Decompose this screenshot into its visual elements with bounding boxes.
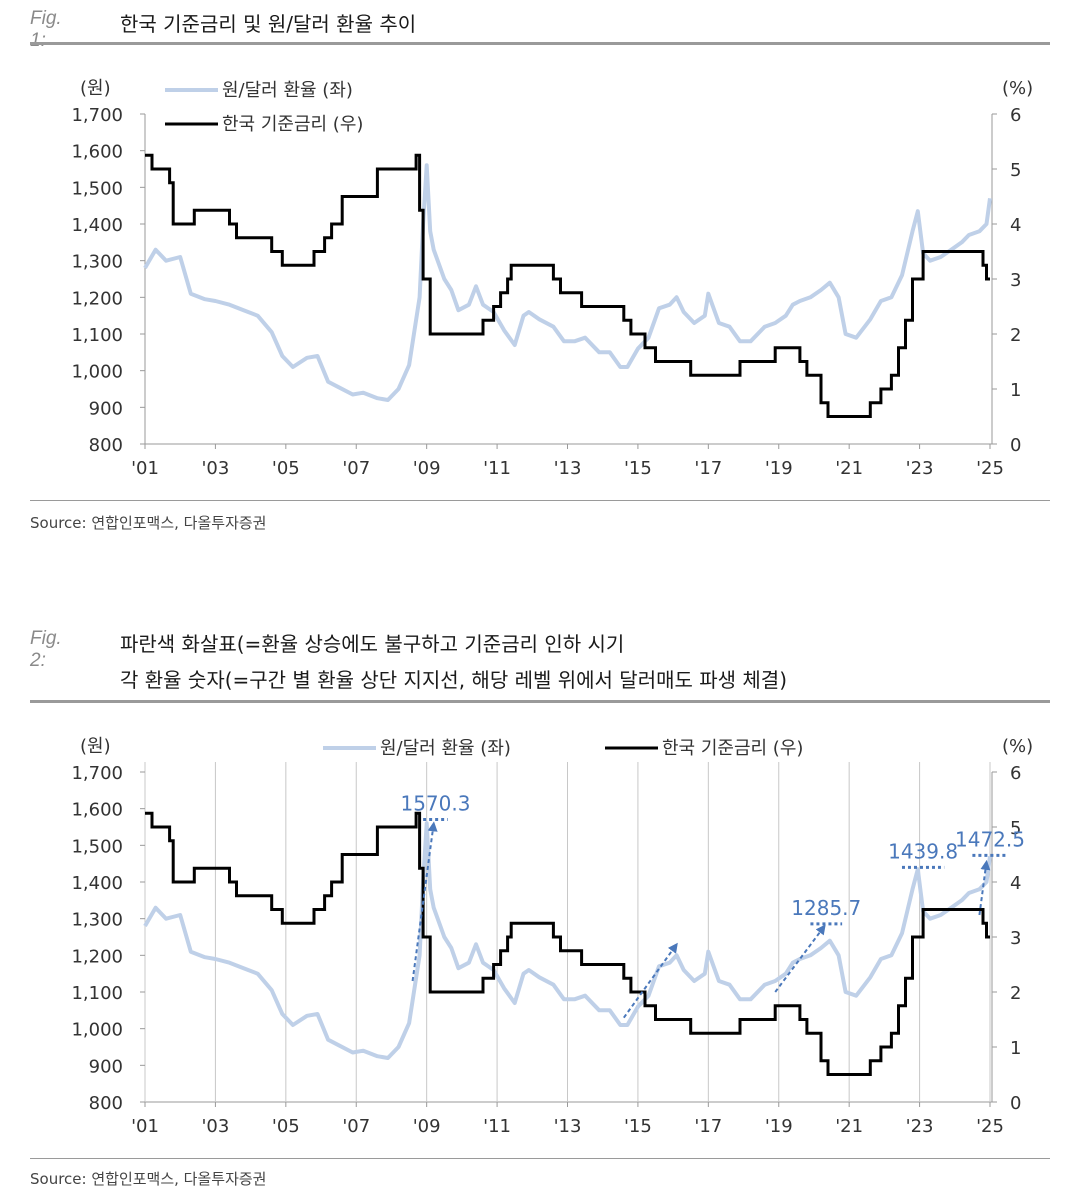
left-tick-label: 1,000 — [71, 1020, 123, 1041]
x-tick-label: '17 — [694, 1116, 722, 1137]
right-tick-label: 6 — [1010, 763, 1021, 784]
fig1-source: Source: 연합인포맥스, 다올투자증권 — [30, 514, 267, 532]
fx-rate-series-line — [143, 821, 992, 1060]
fig2-title-line1: 파란색 화살표(=환율 상승에도 불구하고 기준금리 인하 시기 — [120, 632, 625, 656]
fig2-bottom-rule — [30, 1158, 1050, 1159]
left-tick-label: 1,400 — [71, 215, 123, 236]
left-tick-label: 900 — [89, 398, 123, 419]
fig2-top-rule — [30, 700, 1050, 703]
fig1-title: 한국 기준금리 및 원/달러 환율 추이 — [120, 12, 417, 36]
x-tick-label: '25 — [976, 458, 1004, 479]
right-tick-label: 1 — [1010, 380, 1021, 401]
right-tick-label: 0 — [1010, 435, 1021, 456]
x-tick-label: '15 — [624, 1116, 652, 1137]
left-tick-label: 800 — [89, 1093, 123, 1114]
left-tick-label: 1,500 — [71, 178, 123, 199]
left-tick-label: 800 — [89, 435, 123, 456]
fig2-chart: '01 '03 '05 '07 '09 '11 '13 '15 '17 '19 '21 '23 '25 8… — [71, 736, 1033, 1137]
left-tick-label: 1,700 — [71, 105, 123, 126]
right-unit-label: (%) — [1002, 736, 1033, 757]
fig1-label: Fig. 1: — [30, 8, 62, 51]
x-tick-label: '01 — [131, 1116, 159, 1137]
x-tick-label: '11 — [483, 458, 511, 479]
left-unit-label: (원) — [80, 736, 111, 757]
x-tick-label: '07 — [342, 458, 370, 479]
x-tick-label: '23 — [906, 1116, 934, 1137]
left-tick-label: 1,600 — [71, 142, 123, 163]
right-tick-label: 4 — [1010, 873, 1021, 894]
support-level-label: 1570.3 — [400, 792, 470, 816]
x-tick-label: '15 — [624, 458, 652, 479]
support-level-label: 1472.5 — [955, 827, 1025, 851]
x-tick-label: '21 — [835, 458, 863, 479]
right-tick-label: 4 — [1010, 215, 1021, 236]
x-tick-label: '13 — [554, 458, 582, 479]
right-tick-label: 2 — [1010, 983, 1021, 1004]
left-tick-label: 1,100 — [71, 983, 123, 1004]
right-tick-label: 6 — [1010, 105, 1021, 126]
fig1-chart: '01 '03 '05 '07 '09 '11 '13 '15 '17 '19 '21 '23 '25 8… — [71, 78, 1033, 479]
left-tick-label: 1,600 — [71, 800, 123, 821]
right-tick-label: 0 — [1010, 1093, 1021, 1114]
x-tick-label: '09 — [413, 1116, 441, 1137]
x-tick-label: '09 — [413, 458, 441, 479]
legend-rate-label: 한국 기준금리 (우) — [222, 114, 363, 135]
x-tick-label: '03 — [201, 1116, 229, 1137]
x-tick-label: '19 — [765, 1116, 793, 1137]
x-tick-label: '11 — [483, 1116, 511, 1137]
right-tick-label: 5 — [1010, 818, 1021, 839]
x-tick-label: '01 — [131, 458, 159, 479]
dashed-arrow — [411, 821, 438, 982]
fig2-label: Fig. 2: — [30, 628, 62, 671]
x-tick-label: '23 — [906, 458, 934, 479]
fig1-bottom-rule — [30, 500, 1050, 501]
left-tick-label: 1,400 — [71, 873, 123, 894]
base-rate-series-line — [145, 811, 990, 1076]
right-unit-label: (%) — [1002, 78, 1033, 99]
left-tick-label: 1,700 — [71, 763, 123, 784]
x-tick-label: '21 — [835, 1116, 863, 1137]
right-tick-label: 1 — [1010, 1038, 1021, 1059]
x-tick-label: '03 — [201, 458, 229, 479]
left-tick-label: 1,200 — [71, 288, 123, 309]
x-tick-label: '25 — [976, 1116, 1004, 1137]
x-tick-label: '05 — [272, 1116, 300, 1137]
fig1-top-rule — [30, 42, 1050, 45]
fx-rate-series-line — [143, 163, 992, 402]
left-tick-label: 900 — [89, 1056, 123, 1077]
left-tick-label: 1,100 — [71, 325, 123, 346]
dashed-arrow — [978, 859, 991, 916]
left-tick-label: 1,500 — [71, 836, 123, 857]
legend-fx-label: 원/달러 환율 (좌) — [222, 80, 353, 101]
left-tick-label: 1,300 — [71, 252, 123, 273]
dashed-arrow — [623, 942, 678, 1019]
x-tick-label: '07 — [342, 1116, 370, 1137]
right-tick-label: 2 — [1010, 325, 1021, 346]
x-tick-label: '13 — [554, 1116, 582, 1137]
right-tick-label: 3 — [1010, 928, 1021, 949]
x-tick-label: '05 — [272, 458, 300, 479]
legend-fx-label: 원/달러 환율 (좌) — [380, 738, 511, 759]
left-tick-label: 1,200 — [71, 946, 123, 967]
x-tick-label: '19 — [765, 458, 793, 479]
support-level-label: 1439.8 — [888, 839, 958, 863]
left-tick-label: 1,300 — [71, 910, 123, 931]
right-tick-label: 3 — [1010, 270, 1021, 291]
right-tick-label: 5 — [1010, 160, 1021, 181]
legend-rate-label: 한국 기준금리 (우) — [662, 738, 803, 759]
fig2-title-line2: 각 환율 숫자(=구간 별 환율 상단 지지선, 해당 레벨 위에서 달러매도 … — [120, 668, 788, 692]
support-level-label: 1285.7 — [791, 896, 861, 920]
x-tick-label: '17 — [694, 458, 722, 479]
left-unit-label: (원) — [80, 78, 111, 99]
base-rate-series-line — [145, 153, 990, 418]
fig2-source: Source: 연합인포맥스, 다올투자증권 — [30, 1170, 267, 1188]
left-tick-label: 1,000 — [71, 362, 123, 383]
